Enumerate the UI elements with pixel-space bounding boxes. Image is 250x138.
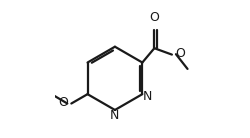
Text: N: N [142, 90, 152, 103]
Text: N: N [110, 109, 120, 122]
Text: O: O [150, 11, 159, 24]
Text: O: O [58, 96, 68, 109]
Text: O: O [175, 47, 185, 60]
